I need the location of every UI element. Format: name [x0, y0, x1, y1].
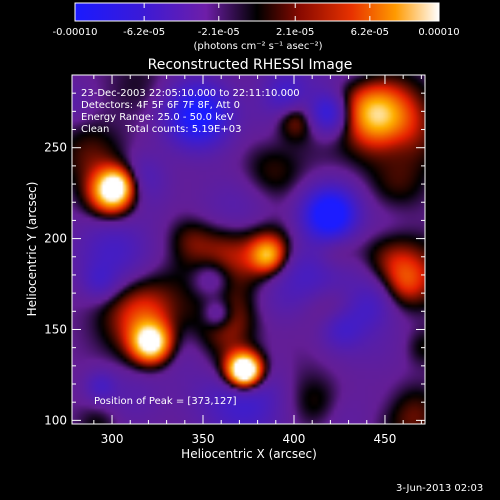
colorbar-tick-label: -6.2e-05 [123, 27, 165, 38]
heatmap-pixels [72, 75, 425, 424]
heatmap-image [72, 75, 425, 424]
x-tick-label: 350 [192, 432, 215, 446]
colorbar-tick-label: -2.1e-05 [198, 27, 240, 38]
colorbar-tick-label: 2.1e-05 [276, 27, 314, 38]
y-tick-label: 100 [44, 413, 67, 427]
axes: 300 350 400 450 100 150 200 250 [44, 75, 425, 446]
y-tick-label: 250 [44, 141, 67, 155]
y-axis-label: Heliocentric Y (arcsec) [25, 182, 39, 317]
colorbar-tick-label: 6.2e-05 [351, 27, 389, 38]
peak-position-label: Position of Peak = [373,127] [94, 396, 237, 407]
colorbar-label: (photons cm⁻² s⁻¹ asec⁻²) [193, 41, 322, 52]
plot-frame [71, 74, 426, 425]
info-line-4: Clean Total counts: 5.19E+03 [81, 124, 242, 135]
info-line-1: 23-Dec-2003 22:05:10.000 to 22:11:10.000 [81, 88, 300, 99]
x-tick-label: 400 [283, 432, 306, 446]
footer-date: 3-Jun-2013 02:03 [396, 483, 484, 494]
colorbar-tick-label: -0.00010 [53, 27, 98, 38]
y-tick-label: 200 [44, 232, 67, 246]
y-tick-label: 150 [44, 322, 67, 336]
x-tick-label: 300 [101, 432, 124, 446]
colorbar: -0.00010 -6.2e-05 -2.1e-05 2.1e-05 6.2e-05 0.… [53, 2, 460, 38]
x-axis-label: Heliocentric X (arcsec) [181, 447, 317, 461]
colorbar-tick-label: 0.00010 [418, 27, 459, 38]
colorbar-gradient [74, 2, 440, 22]
info-line-3: Energy Range: 25.0 - 50.0 keV [81, 112, 234, 123]
chart-title: Reconstructed RHESSI Image [148, 57, 353, 73]
x-tick-label: 450 [374, 432, 397, 446]
info-line-2: Detectors: 4F 5F 6F 7F 8F, Att 0 [81, 100, 241, 111]
